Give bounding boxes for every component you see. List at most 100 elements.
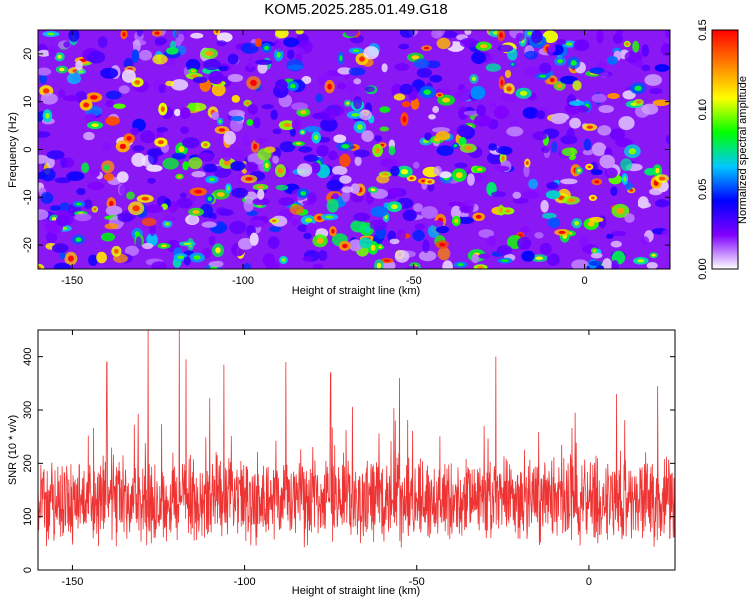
heatmap-peak: [295, 142, 302, 145]
heatmap-cell: [297, 224, 309, 233]
heatmap-cell: [39, 73, 47, 85]
heatmap-cell: [303, 232, 312, 240]
heatmap-cell: [646, 262, 658, 269]
heatmap-cell: [105, 90, 122, 100]
heatmap-cell: [410, 98, 420, 110]
heatmap-cell: [337, 67, 352, 75]
heatmap-cell: [458, 136, 467, 146]
heatmap-cell: [439, 171, 452, 179]
heatmap-y-tick-label: 20: [22, 48, 34, 60]
heatmap-cell: [436, 37, 451, 50]
heatmap-peak: [177, 255, 185, 259]
heatmap-peak: [378, 245, 382, 249]
heatmap-peak: [501, 259, 509, 263]
heatmap-cell: [119, 183, 128, 196]
heatmap-cell: [85, 113, 97, 123]
snr-x-tick-label: -50: [409, 576, 425, 588]
colorbar-tick-label: 0.00: [697, 258, 709, 279]
heatmap-cell: [216, 40, 227, 47]
heatmap-blobs: [38, 30, 670, 269]
heatmap-cell: [152, 54, 168, 65]
heatmap-cell: [229, 147, 247, 161]
heatmap-cell: [624, 50, 643, 63]
heatmap-cell: [97, 36, 108, 48]
heatmap-cell: [316, 144, 329, 157]
heatmap-peak: [616, 207, 625, 214]
heatmap-cell: [606, 233, 614, 239]
heatmap-cell: [249, 232, 259, 246]
heatmap-cell: [654, 64, 670, 72]
heatmap-cell: [121, 69, 136, 83]
heatmap-cell: [146, 164, 163, 172]
heatmap-peak: [264, 45, 269, 51]
heatmap-cell: [337, 82, 347, 90]
heatmap-cell: [398, 43, 410, 50]
heatmap-cell: [488, 143, 498, 151]
heatmap-cell: [545, 190, 561, 200]
snr-y-tick-label: 300: [22, 401, 34, 419]
heatmap-peak: [245, 101, 250, 105]
heatmap-cell: [636, 59, 643, 68]
heatmap-cell: [243, 198, 254, 213]
heatmap-cell: [560, 178, 578, 185]
colorbar-tick-label: 0.15: [697, 19, 709, 40]
heatmap-peak: [359, 56, 365, 62]
heatmap-cell: [471, 253, 480, 264]
heatmap-cell: [66, 73, 81, 85]
heatmap-cell: [199, 203, 213, 218]
heatmap-cell: [640, 236, 650, 246]
heatmap-cell: [208, 235, 216, 246]
heatmap-peak: [253, 143, 258, 150]
heatmap-cell: [456, 124, 472, 137]
heatmap-cell: [509, 119, 519, 128]
heatmap-cell: [272, 155, 279, 164]
heatmap-cell: [339, 175, 352, 184]
heatmap-cell: [38, 209, 49, 220]
heatmap-peak: [655, 167, 660, 174]
heatmap-peak: [43, 88, 50, 94]
heatmap-peak: [216, 192, 225, 197]
heatmap-cell: [182, 137, 200, 149]
colorbar-label: Normalized spectral amplitude: [737, 76, 749, 224]
heatmap-peak: [539, 74, 547, 78]
heatmap-cell: [170, 79, 189, 91]
heatmap-cell: [487, 151, 504, 165]
heatmap-peak: [376, 262, 382, 269]
heatmap-peak: [370, 188, 376, 192]
heatmap-peak: [160, 106, 165, 112]
heatmap-cell: [476, 104, 486, 117]
heatmap-cell: [102, 141, 111, 151]
heatmap-cell: [589, 260, 602, 266]
heatmap-peak: [375, 147, 381, 154]
heatmap-cell: [101, 232, 115, 242]
heatmap-peak: [122, 32, 126, 37]
heatmap-cell: [353, 78, 362, 85]
heatmap-peak: [499, 207, 503, 213]
heatmap-cell: [504, 69, 512, 79]
snr-y-tick-label: 200: [22, 454, 34, 472]
heatmap-peak: [45, 112, 50, 119]
heatmap-cell: [326, 179, 344, 192]
heatmap-peak: [480, 44, 488, 49]
heatmap-cell: [542, 30, 558, 43]
heatmap-peak: [439, 242, 446, 247]
heatmap-cell: [289, 204, 304, 215]
heatmap-cell: [572, 80, 582, 91]
heatmap-peak: [411, 55, 420, 60]
heatmap-cell: [270, 109, 278, 121]
heatmap-cell: [632, 40, 640, 53]
heatmap-cell: [425, 60, 441, 69]
heatmap-cell: [478, 229, 495, 238]
heatmap-peak: [327, 83, 332, 90]
heatmap-cell: [171, 152, 187, 160]
heatmap-cell: [255, 137, 268, 144]
heatmap-peak: [519, 90, 528, 96]
heatmap-cell: [649, 88, 663, 95]
heatmap-cell: [620, 158, 633, 171]
heatmap-peak: [93, 207, 97, 211]
heatmap-cell: [458, 106, 468, 120]
heatmap-cell: [348, 239, 363, 252]
heatmap-cell: [551, 141, 558, 154]
heatmap-cell: [216, 32, 233, 43]
heatmap-cell: [524, 50, 538, 60]
